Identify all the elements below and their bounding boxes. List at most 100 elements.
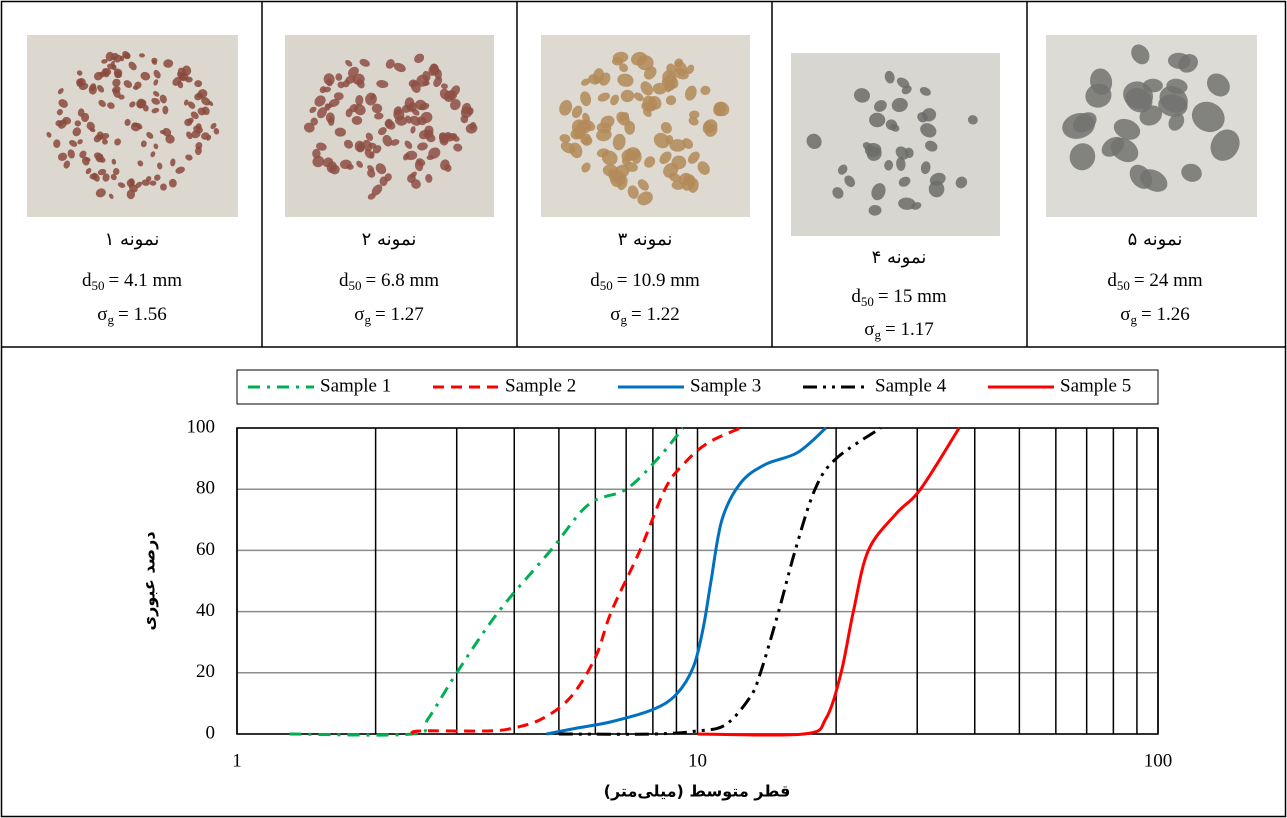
pebble xyxy=(118,94,125,100)
pebble xyxy=(404,140,413,149)
pebble xyxy=(141,179,150,186)
pebble xyxy=(107,102,115,109)
stat-symbol: d xyxy=(1107,270,1117,291)
pebble xyxy=(139,53,145,58)
sample-stat: d50 = 24 mm xyxy=(1107,270,1202,293)
pebble xyxy=(1191,101,1225,133)
pebble xyxy=(385,118,393,128)
pebble xyxy=(69,139,78,147)
pebble xyxy=(165,134,175,144)
sample-stat: d50 = 10.9 mm xyxy=(590,270,700,293)
pebble xyxy=(844,175,856,188)
pebble xyxy=(440,83,448,90)
pebble xyxy=(183,99,189,106)
stat-value: = 1.27 xyxy=(375,304,424,325)
pebble xyxy=(369,93,376,101)
pebble xyxy=(619,112,630,122)
pebble xyxy=(195,146,202,156)
pebble xyxy=(372,145,382,154)
pebble xyxy=(874,100,887,112)
y-tick-label: 100 xyxy=(187,416,216,437)
pebble xyxy=(317,107,327,119)
stat-symbol: d xyxy=(82,270,92,291)
pebble xyxy=(704,124,718,137)
pebble xyxy=(665,95,677,106)
pebble xyxy=(1110,137,1139,163)
pebble xyxy=(660,121,672,134)
pebble xyxy=(140,71,151,81)
pebble xyxy=(142,104,149,112)
pebble xyxy=(901,85,912,95)
pebble xyxy=(112,78,121,87)
pebble xyxy=(99,133,110,140)
pebble xyxy=(93,134,102,143)
pebble xyxy=(153,143,159,150)
pebble xyxy=(384,173,392,182)
stat-symbol: σ xyxy=(97,304,107,325)
pebble xyxy=(806,133,822,150)
pebble xyxy=(1142,78,1163,93)
pebble xyxy=(1168,113,1185,131)
pebble xyxy=(597,92,610,102)
pebble xyxy=(151,107,160,114)
legend-label: Sample 2 xyxy=(505,375,576,396)
pebble xyxy=(682,138,694,149)
pebble xyxy=(618,63,629,73)
pebble xyxy=(929,172,946,186)
pebble xyxy=(674,58,683,68)
pebble xyxy=(134,81,142,89)
pebble xyxy=(102,138,108,145)
pebble xyxy=(1113,118,1141,140)
pebble xyxy=(185,154,193,161)
pebble xyxy=(559,134,571,143)
pebble xyxy=(110,173,117,181)
pebble xyxy=(395,115,408,126)
pebble xyxy=(884,70,895,84)
stat-subscript: g xyxy=(108,312,115,327)
pebble xyxy=(581,136,593,146)
pebble xyxy=(129,101,136,108)
pebble xyxy=(659,151,672,165)
series-line xyxy=(697,427,961,737)
pebble xyxy=(700,85,711,96)
pebble xyxy=(411,108,420,116)
series-line xyxy=(289,427,685,737)
series-line xyxy=(558,426,882,736)
pebble xyxy=(123,52,131,59)
pebble xyxy=(600,115,615,129)
pebble xyxy=(117,182,126,188)
pebble xyxy=(889,123,900,132)
pebble xyxy=(53,139,61,149)
pebble xyxy=(190,111,199,120)
pebble xyxy=(371,184,383,196)
sample-photo xyxy=(791,53,1000,236)
pebble xyxy=(128,61,137,71)
pebble xyxy=(312,148,321,159)
pebble xyxy=(150,151,156,158)
pebble xyxy=(402,153,410,161)
pebble xyxy=(580,78,591,86)
pebble xyxy=(1206,73,1230,97)
pebble xyxy=(1181,163,1202,182)
sample-name: نمونه ۴ xyxy=(872,247,927,268)
pebble xyxy=(439,132,447,143)
pebble xyxy=(713,101,730,117)
series-line xyxy=(546,426,827,736)
pebble xyxy=(837,164,848,175)
pebble xyxy=(151,60,157,65)
pebble xyxy=(592,68,605,84)
pebble xyxy=(364,148,374,159)
y-tick-label: 80 xyxy=(196,478,215,499)
pebble xyxy=(303,122,315,133)
pebble xyxy=(85,168,92,175)
pebble xyxy=(581,119,596,131)
pebble xyxy=(571,105,583,119)
stat-subscript: 50 xyxy=(1117,278,1130,293)
sample-stat: d50 = 6.8 mm xyxy=(339,270,439,293)
sample-stat: σg = 1.17 xyxy=(864,319,933,342)
pebble xyxy=(868,205,882,216)
pebble xyxy=(140,140,147,148)
pebble xyxy=(187,101,196,109)
pebble xyxy=(213,128,220,135)
pebble xyxy=(687,151,700,164)
